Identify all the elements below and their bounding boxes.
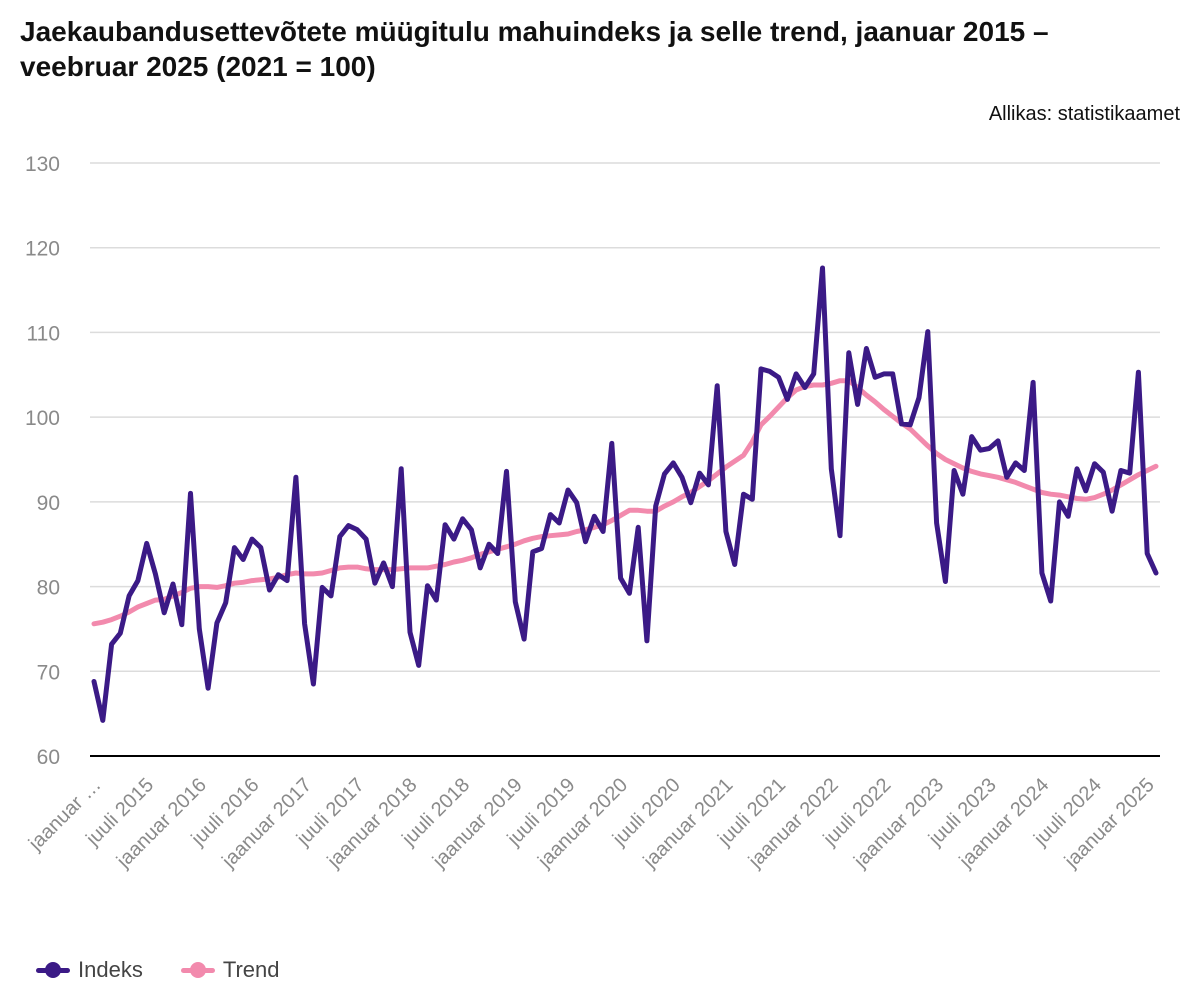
y-tick-label: 120	[25, 238, 60, 261]
y-tick-label: 60	[37, 746, 60, 769]
series-lines	[91, 265, 1159, 723]
series-line-indeks	[91, 265, 1159, 723]
y-tick-label: 130	[25, 153, 60, 176]
y-tick-label: 110	[27, 322, 60, 345]
chart-title: Jaekaubandusettevõtete müügitulu mahuind…	[20, 16, 1049, 82]
source-label: Allikas: statistikaamet	[988, 103, 1180, 125]
y-tick-label: 90	[37, 492, 60, 515]
legend-label-indeks: Indeks	[78, 957, 143, 982]
legend-item-indeks[interactable]: Indeks	[36, 957, 143, 983]
legend: Indeks Trend	[36, 957, 279, 983]
y-tick-label: 70	[37, 661, 60, 684]
grid-lines	[90, 162, 1160, 757]
line-chart: 60 70 80 90 100 110 120 130 jaanuar …juuli 2015…	[24, 153, 1160, 873]
legend-swatch-trend	[180, 959, 215, 981]
series-line-trend	[91, 378, 1159, 627]
legend-item-trend[interactable]: Trend	[180, 957, 280, 983]
legend-swatch-indeks	[36, 959, 70, 981]
y-axis-ticks: 60 70 80 90 100 110 120 130	[25, 153, 60, 769]
y-tick-label: 100	[25, 407, 60, 430]
legend-label-trend: Trend	[222, 957, 280, 982]
y-tick-label: 80	[37, 577, 60, 600]
